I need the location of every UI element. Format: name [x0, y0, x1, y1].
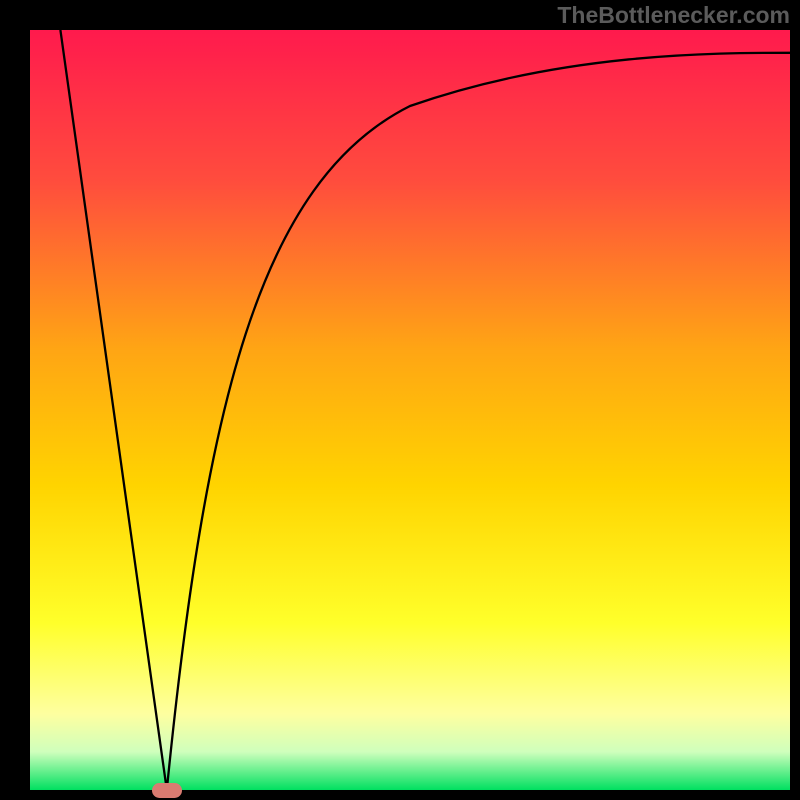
minimum-marker [152, 783, 182, 798]
watermark-text: TheBottlenecker.com [557, 2, 790, 29]
bottleneck-curve [0, 0, 800, 800]
chart-container: TheBottlenecker.com [0, 0, 800, 800]
curve-path [60, 30, 790, 790]
